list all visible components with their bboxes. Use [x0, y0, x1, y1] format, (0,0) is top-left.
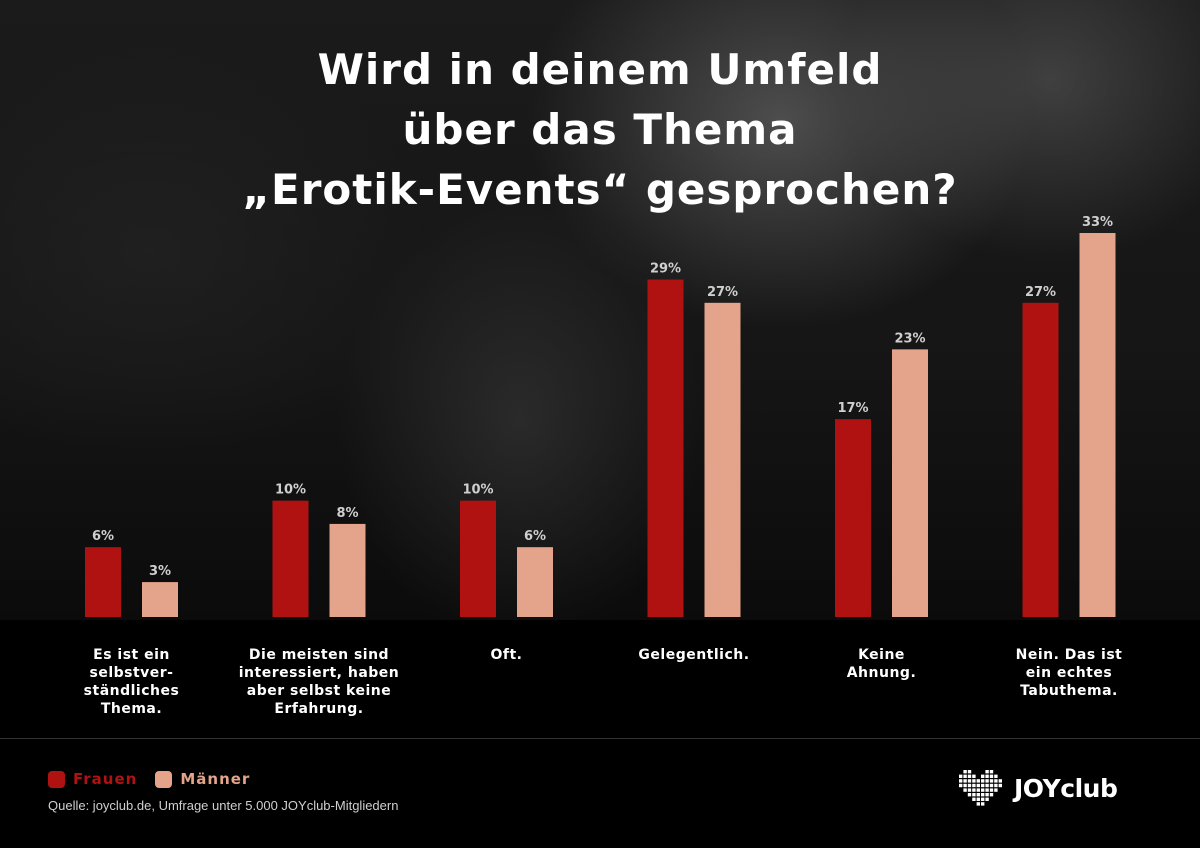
background-photo — [0, 0, 1200, 620]
source-note: Quelle: joyclub.de, Umfrage unter 5.000 … — [48, 798, 399, 813]
legend-label-maenner: Männer — [180, 770, 251, 788]
bar-frauen-6 — [1022, 302, 1059, 617]
category-label-2: Die meisten sind interessiert, haben abe… — [238, 647, 400, 717]
footer-divider — [0, 738, 1200, 739]
value-label-maenner-3: 6% — [524, 529, 546, 544]
bar-maenner-5 — [892, 349, 928, 617]
value-label-frauen-2: 10% — [275, 483, 306, 498]
value-label-maenner-6: 33% — [1082, 215, 1113, 230]
bar-maenner-2 — [329, 523, 366, 617]
category-label-1: Es ist ein selbstver- ständliches Thema. — [83, 647, 180, 717]
bar-chart: 6% 3% 10% 8% 10% 6% 29% 27% 17% 23% 27% 33% — [85, 215, 1116, 617]
bar-frauen-3 — [460, 500, 496, 617]
value-label-maenner-1: 3% — [149, 564, 171, 579]
value-label-frauen-5: 17% — [837, 401, 868, 416]
legend-item-frauen: Frauen — [48, 770, 137, 788]
legend-swatch-frauen — [48, 770, 65, 788]
value-label-maenner-5: 23% — [894, 331, 925, 346]
pixel-heart-icon — [959, 770, 1002, 806]
bar-frauen-4 — [647, 279, 684, 617]
joyclub-logo[interactable]: JOYclub — [958, 768, 1118, 808]
value-label-frauen-3: 10% — [462, 483, 493, 498]
value-label-frauen-1: 6% — [92, 529, 114, 544]
bar-maenner-1 — [142, 582, 178, 617]
value-label-frauen-6: 27% — [1025, 285, 1056, 300]
legend-label-frauen: Frauen — [73, 770, 138, 788]
category-label-3: Oft. — [490, 647, 523, 663]
category-label-4: Gelegentlich. — [638, 647, 750, 663]
bar-frauen-1 — [85, 547, 121, 617]
title-line-2: über das Thema — [402, 105, 798, 154]
bar-maenner-4 — [704, 302, 741, 617]
category-label-5: Keine Ahnung. — [846, 647, 917, 681]
bar-maenner-3 — [517, 547, 553, 617]
title-line-3: „Erotik-Events“ gesprochen? — [242, 165, 958, 214]
category-label-6: Nein. Das ist ein echtes Tabuthema. — [1015, 647, 1123, 699]
legend-swatch-maenner — [155, 770, 173, 788]
bar-frauen-5 — [835, 419, 871, 617]
chart-title: Wird in deinem Umfeld über das Thema „Er… — [0, 40, 1200, 220]
value-label-frauen-4: 29% — [650, 262, 681, 277]
bar-frauen-2 — [272, 500, 309, 617]
legend: Frauen Männer — [48, 770, 258, 788]
legend-item-maenner: Männer — [155, 770, 250, 788]
value-label-maenner-2: 8% — [336, 506, 358, 521]
logo-text: JOYclub — [1014, 773, 1118, 803]
value-label-maenner-4: 27% — [707, 285, 738, 300]
bar-maenner-6 — [1079, 233, 1116, 617]
title-line-1: Wird in deinem Umfeld — [317, 45, 883, 94]
